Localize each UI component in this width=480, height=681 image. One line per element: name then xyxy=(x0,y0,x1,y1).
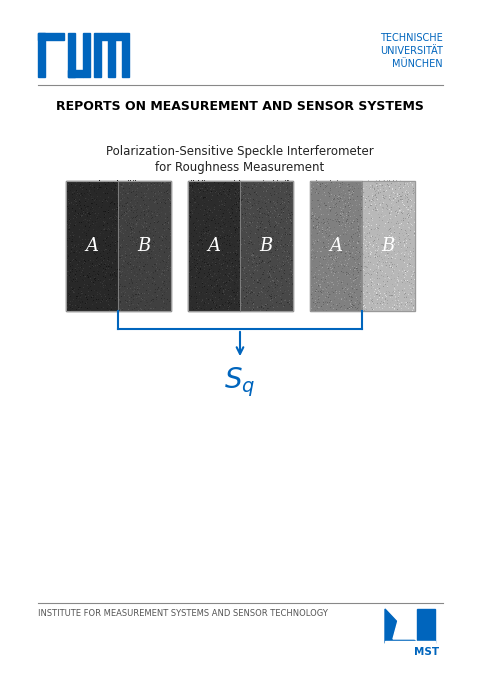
Text: B: B xyxy=(382,237,395,255)
Text: TECHNISCHE
UNIVERSITÄT
MÜNCHEN: TECHNISCHE UNIVERSITÄT MÜNCHEN xyxy=(380,33,443,69)
Bar xyxy=(38,33,64,40)
Polygon shape xyxy=(385,609,417,643)
Bar xyxy=(240,181,292,311)
Bar xyxy=(65,181,118,311)
Bar xyxy=(115,33,122,40)
Text: $S_q$: $S_q$ xyxy=(224,365,256,398)
Text: INSTITUTE FOR MEASUREMENT SYSTEMS AND SENSOR TECHNOLOGY: INSTITUTE FOR MEASUREMENT SYSTEMS AND SE… xyxy=(38,609,328,618)
Bar xyxy=(362,181,415,311)
Bar xyxy=(38,33,45,77)
Polygon shape xyxy=(417,609,435,643)
Polygon shape xyxy=(393,617,415,639)
Text: Polarization-Sensitive Speckle Interferometer: Polarization-Sensitive Speckle Interfero… xyxy=(106,146,374,159)
Bar xyxy=(385,641,435,645)
Bar xyxy=(68,33,75,77)
Bar xyxy=(310,181,362,311)
Bar xyxy=(83,33,90,77)
Bar xyxy=(68,70,83,77)
Text: A: A xyxy=(85,237,98,255)
Bar xyxy=(188,181,292,311)
Text: A: A xyxy=(207,237,220,255)
Text: REPORTS ON MEASUREMENT AND SENSOR SYSTEMS: REPORTS ON MEASUREMENT AND SENSOR SYSTEM… xyxy=(56,101,424,114)
Bar xyxy=(118,181,170,311)
Text: MST: MST xyxy=(414,647,440,657)
Text: Franziska Brändle: Franziska Brändle xyxy=(188,193,292,206)
Bar xyxy=(65,181,170,311)
Bar xyxy=(310,181,415,311)
Text: B: B xyxy=(138,237,151,255)
Bar xyxy=(101,33,108,40)
Bar xyxy=(94,33,101,77)
Bar xyxy=(122,33,129,77)
Text: B: B xyxy=(260,237,273,255)
Text: A: A xyxy=(329,237,342,255)
Bar xyxy=(188,181,240,311)
Bar xyxy=(108,33,115,77)
Text: for Roughness Measurement: for Roughness Measurement xyxy=(156,161,324,174)
